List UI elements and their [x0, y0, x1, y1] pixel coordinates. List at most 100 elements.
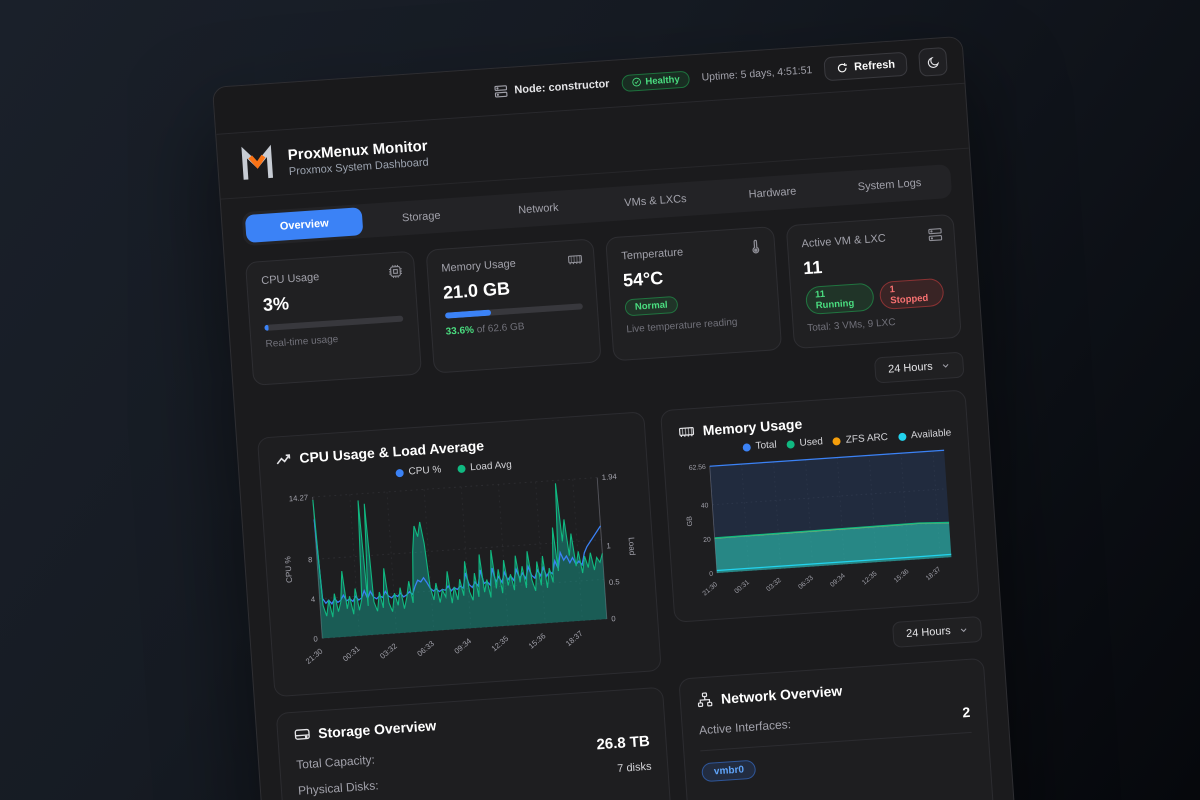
tab-hardware[interactable]: Hardware: [748, 185, 797, 201]
svg-text:18:37: 18:37: [925, 566, 943, 582]
health-badge: Healthy: [620, 70, 691, 92]
stats-row: CPU Usage 3% Real-time usage Memory Usag…: [244, 213, 962, 386]
time-range-row: 24 Hours: [254, 351, 965, 426]
network-overview-card: Network Overview Active Interfaces: 2 vm…: [678, 658, 1003, 800]
svg-text:GB: GB: [685, 516, 695, 527]
ram-icon: [567, 251, 583, 272]
cpu-load-chart: 21:30 00:31 03:32 06:33 09:34 12:35 15:36 18:37…: [283, 472, 637, 666]
total-capacity-label: Total Capacity:: [295, 752, 376, 772]
storage-overview-card: Storage Overview Total Capacity: 26.8 TB…: [275, 686, 679, 800]
svg-text:0.5: 0.5: [609, 577, 620, 587]
dashboard-content: Overview Storage Network VMs & LXCs Hard…: [221, 149, 1024, 800]
svg-text:15:36: 15:36: [527, 631, 548, 650]
network-title-row: Network Overview: [697, 674, 969, 708]
left-column: CPU Usage & Load Average CPU % Load Avg …: [256, 411, 679, 800]
temperature-card: Temperature 54°C Normal Live temperature…: [605, 226, 782, 362]
cpu-progress-fill: [264, 324, 269, 331]
cpu-usage-card: CPU Usage 3% Real-time usage: [244, 250, 422, 386]
memory-usage-label: Memory Usage: [440, 257, 517, 275]
active-vm-card: Active VM & LXC 11 11 Running 1 Stopped …: [785, 213, 962, 350]
proxmenux-logo: [241, 144, 274, 180]
temperature-caption: Live temperature reading: [626, 316, 738, 336]
legend-dot-green: [457, 464, 466, 473]
svg-text:06:33: 06:33: [415, 639, 436, 658]
cpu-usage-caption: Real-time usage: [265, 334, 339, 350]
svg-text:12:35: 12:35: [861, 570, 879, 586]
node-label: Node: constructor: [513, 77, 610, 97]
memory-total: of 62.6 GB: [473, 321, 525, 336]
node-indicator: Node: constructor: [494, 77, 610, 99]
total-capacity-value: 26.8 TB: [595, 732, 651, 753]
tab-overview[interactable]: Overview: [244, 207, 364, 244]
cpu-chart-title-row: CPU Usage & Load Average: [275, 427, 630, 467]
memory-chart-title-row: Memory Usage: [678, 406, 950, 440]
memory-progress-track: [444, 303, 583, 319]
active-interfaces-count: 2: [961, 704, 971, 721]
network-time-range-value: 24 Hours: [905, 625, 952, 641]
storage-title-row: Storage Overview: [294, 702, 649, 742]
svg-text:CPU %: CPU %: [283, 556, 294, 583]
time-range-dropdown[interactable]: 24 Hours: [874, 351, 965, 384]
memory-usage-caption: 33.6% of 62.6 GB: [445, 317, 584, 337]
memory-usage-card: Memory Usage 21.0 GB 33.6% of 62.6 GB: [425, 238, 602, 374]
chevron-down-icon: [942, 363, 949, 368]
cpu-usage-value: 3%: [262, 293, 290, 316]
thermometer-icon: [747, 239, 763, 260]
svg-text:21:30: 21:30: [304, 647, 325, 666]
dashboard-window: Node: constructor Healthy Uptime: 5 days…: [212, 35, 1029, 800]
charts-grid: CPU Usage & Load Average CPU % Load Avg …: [256, 389, 1003, 800]
svg-text:09:34: 09:34: [453, 636, 474, 656]
running-badge: 11 Running: [804, 282, 875, 316]
moon-icon: [927, 56, 939, 68]
health-label: Healthy: [645, 73, 681, 87]
storage-title: Storage Overview: [317, 716, 437, 741]
temperature-value: 54°C: [622, 267, 664, 291]
server-icon: [494, 85, 508, 98]
svg-text:0: 0: [709, 571, 713, 578]
tab-storage[interactable]: Storage: [401, 209, 441, 225]
network-time-range-dropdown[interactable]: 24 Hours: [892, 616, 983, 649]
memory-icon: [679, 427, 695, 438]
svg-text:20: 20: [703, 537, 711, 545]
active-vm-value: 11: [802, 256, 823, 279]
physical-disks-value: 7 disks: [616, 760, 652, 775]
svg-text:03:32: 03:32: [378, 642, 399, 661]
refresh-icon: [837, 63, 848, 73]
svg-text:1: 1: [606, 541, 611, 550]
uptime-text: Uptime: 5 days, 4:51:51: [701, 64, 813, 84]
svg-text:0: 0: [313, 634, 318, 643]
svg-text:12:35: 12:35: [490, 634, 511, 653]
network-title: Network Overview: [720, 682, 843, 708]
network-time-range-row: 24 Hours: [676, 616, 983, 663]
stopped-badge: 1 Stopped: [879, 277, 945, 311]
cpu-chart-title: CPU Usage & Load Average: [298, 437, 485, 466]
trending-up-icon: [276, 454, 291, 465]
active-interfaces-label: Active Interfaces:: [698, 717, 792, 738]
svg-text:Load: Load: [627, 537, 637, 556]
app-header: ProxMenux Monitor Proxmox System Dashboa…: [216, 83, 969, 200]
svg-text:00:31: 00:31: [734, 579, 752, 595]
cpu-progress-track: [264, 315, 403, 331]
check-circle-icon: [632, 77, 641, 87]
cpu-usage-label: CPU Usage: [260, 271, 320, 288]
refresh-button[interactable]: Refresh: [823, 51, 908, 82]
cpu-load-chart-card: CPU Usage & Load Average CPU % Load Avg …: [256, 411, 662, 697]
time-range-value: 24 Hours: [887, 360, 934, 376]
theme-toggle-button[interactable]: [918, 46, 948, 77]
cpu-chip-icon: [387, 263, 403, 284]
interface-badge: vmbr0: [701, 759, 757, 783]
svg-text:14.27: 14.27: [289, 493, 309, 503]
tab-system-logs[interactable]: System Logs: [857, 176, 922, 194]
svg-text:09:34: 09:34: [829, 572, 847, 588]
svg-text:40: 40: [701, 502, 709, 510]
tab-vms-lxcs[interactable]: VMs & LXCs: [623, 192, 687, 210]
temperature-label: Temperature: [621, 246, 684, 263]
tab-network[interactable]: Network: [517, 201, 559, 217]
memory-percent: 33.6%: [445, 324, 475, 338]
hard-drive-icon: [294, 728, 310, 740]
active-vm-label: Active VM & LXC: [801, 232, 887, 251]
svg-text:21:30: 21:30: [702, 581, 720, 597]
memory-progress-fill: [444, 309, 492, 319]
memory-chart-title: Memory Usage: [702, 415, 803, 439]
